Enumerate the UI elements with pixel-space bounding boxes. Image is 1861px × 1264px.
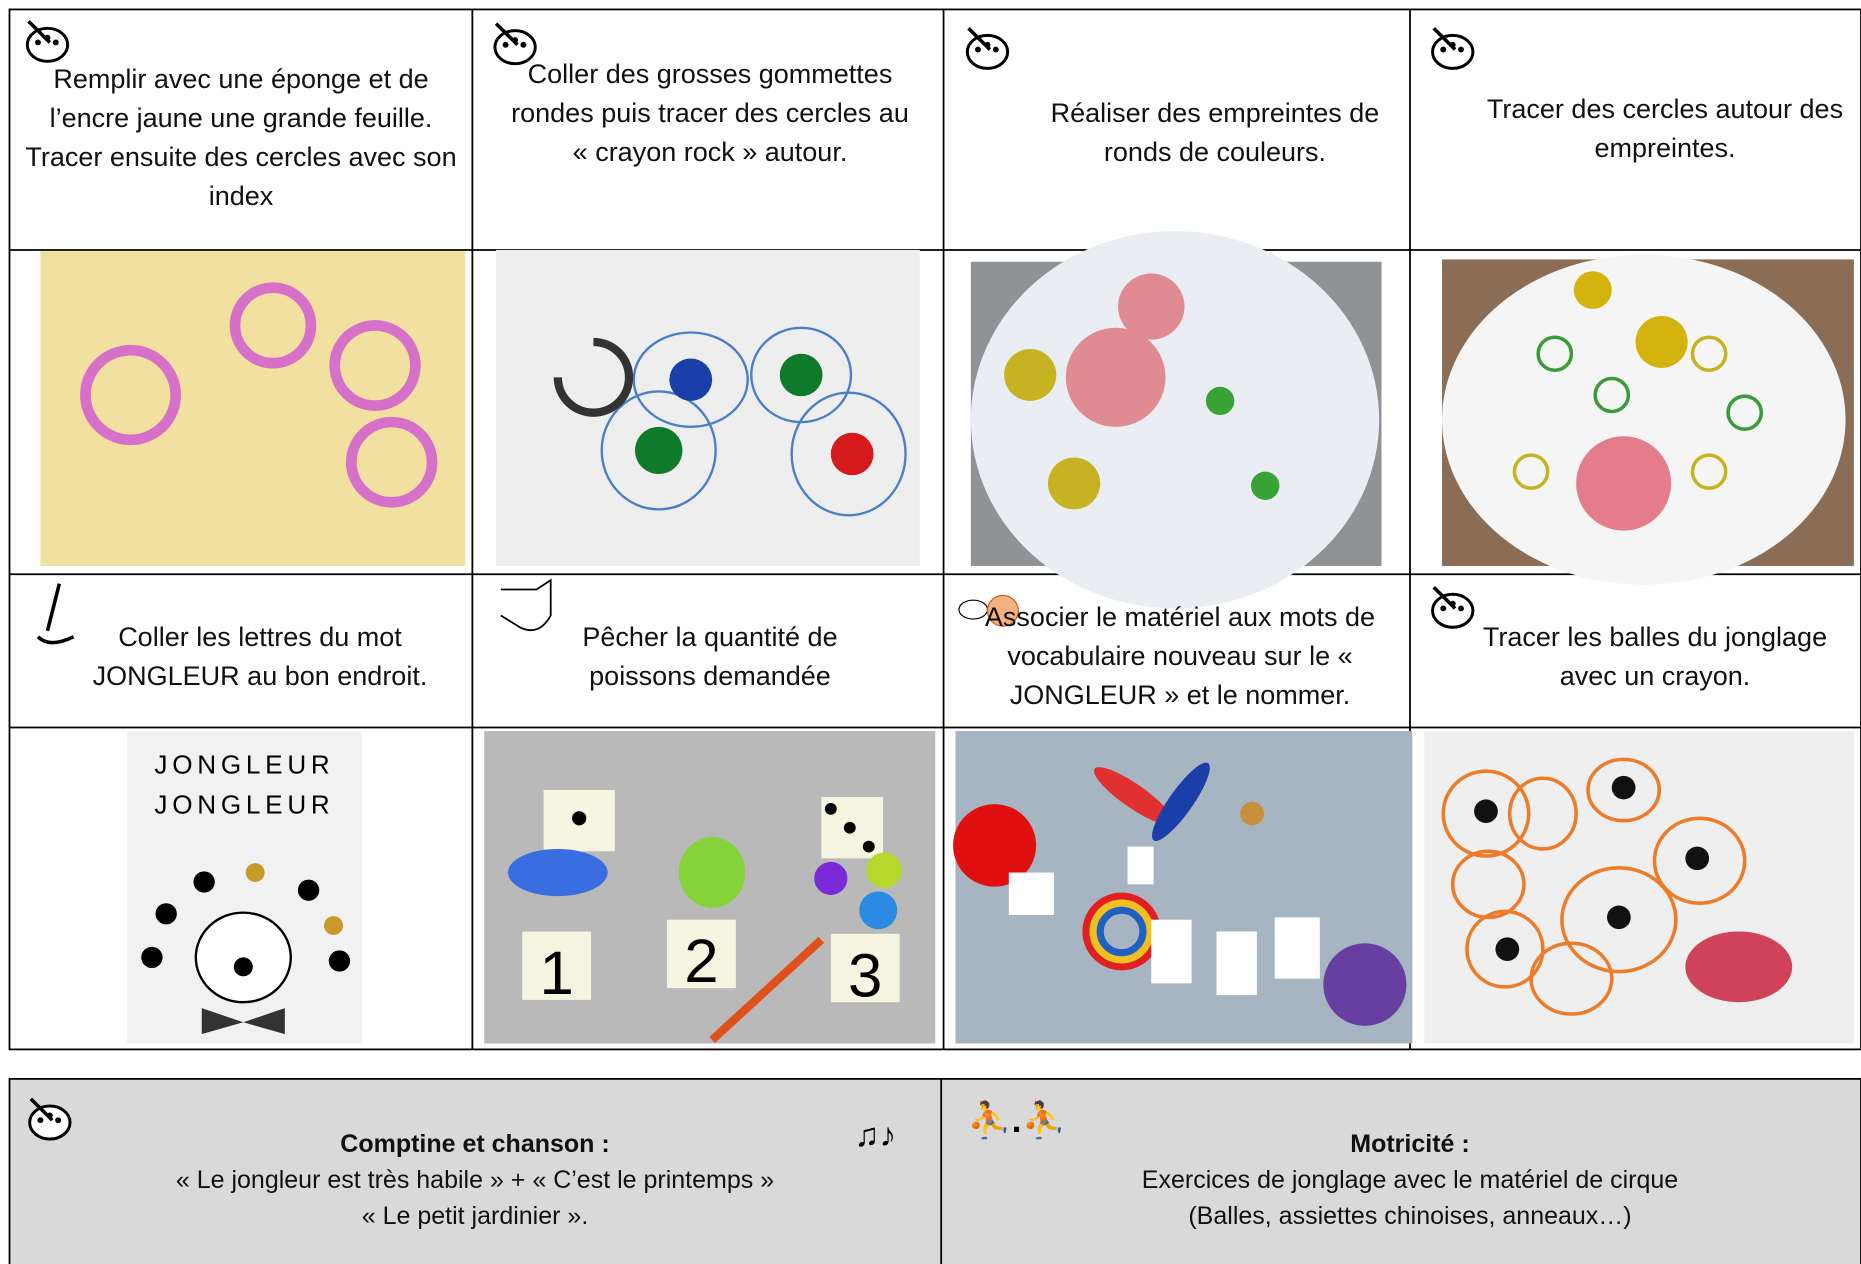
activity-text: Coller des grosses gommettes rondes puis… (511, 59, 909, 167)
footer-title: Comptine et chanson : (340, 1130, 610, 1158)
footer-cell: Motricité : Exercices de jonglage avec l… (960, 1126, 1860, 1234)
activity-text: Associer le matériel aux mots de vocabul… (984, 602, 1376, 710)
activity-text: Tracer les balles du jonglage avec un cr… (1482, 622, 1828, 691)
photo-number: 3 (848, 942, 882, 1011)
footer-line: Exercices de jonglage avec le matériel d… (1141, 1166, 1679, 1194)
photo-word: JONGLEUR (154, 790, 334, 820)
activity-text: Réaliser des empreintes de ronds de coul… (1050, 98, 1380, 167)
table-grid (8, 8, 1861, 1051)
footer-box (8, 1077, 1861, 1264)
svg-text:⛹.⛹: ⛹.⛹ (967, 1098, 1066, 1140)
activity-text: Pêcher la quantité de poissons demandée (582, 622, 838, 691)
activity-text: Remplir avec une éponge et de l’encre ja… (25, 64, 457, 211)
svg-text:♫♪: ♫♪ (855, 1117, 897, 1154)
footer-line: « Le jongleur est très habile » + « C’es… (175, 1166, 775, 1194)
photo-number: 2 (684, 927, 718, 996)
footer-cell: Comptine et chanson : « Le jongleur est … (60, 1126, 890, 1234)
activity-text: Tracer des cercles autour des empreintes… (1486, 94, 1844, 163)
footer-line: (Balles, assiettes chinoises, anneaux…) (1188, 1202, 1632, 1230)
footer-line: « Le petit jardinier ». (361, 1202, 589, 1230)
photos (40, 231, 1854, 1044)
photo-number: 1 (539, 939, 573, 1008)
photo-word: JONGLEUR (154, 750, 334, 780)
footer-title: Motricité : (1350, 1130, 1470, 1158)
activity-text: Coller les lettres du mot JONGLEUR au bo… (92, 622, 428, 691)
